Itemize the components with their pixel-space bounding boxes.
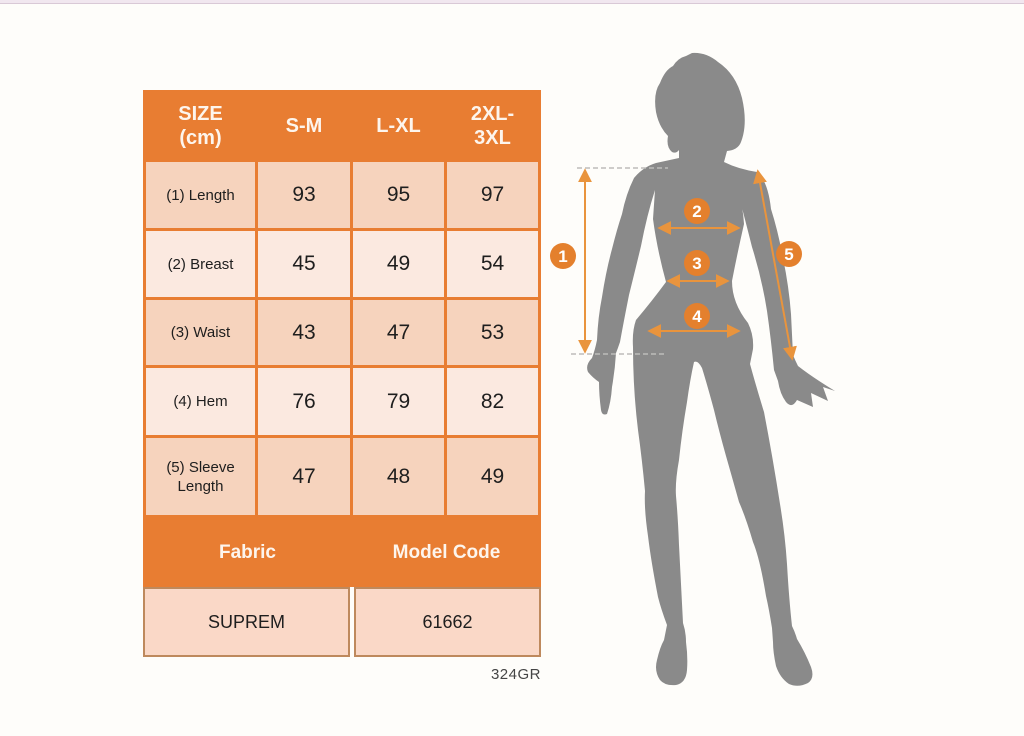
marker-4-label: 4 [692,307,702,326]
value-hem-xxl: 82 [447,368,538,435]
value-breast-sm: 45 [258,231,350,297]
marker-1: 1 [550,243,576,269]
marker-3-label: 3 [692,254,701,273]
marker-3: 3 [684,250,710,276]
value-waist-xxl: 53 [447,300,538,365]
row-label-hem: (4) Hem [146,368,255,435]
value-sleeve-lxl: 48 [353,438,444,515]
header-size-cm: SIZE (cm) [146,93,255,159]
row-label-length: (1) Length [146,162,255,228]
size-table: SIZE (cm) S-M L-XL 2XL- 3XL (1) Length 9… [143,90,541,657]
marker-2-circle [684,198,710,224]
marker-4-circle [684,303,710,329]
value-length-sm: 93 [258,162,350,228]
product-code: 324GR [490,666,541,683]
header-size-line1: SIZE [178,103,223,125]
fabric-model-value-row: SUPREM 61662 [143,587,541,657]
value-length-xxl: 97 [447,162,538,228]
marker-1-label: 1 [558,247,567,266]
marker-5: 5 [776,241,802,267]
marker-1-circle [550,243,576,269]
fabric-header: Fabric [218,541,277,563]
value-waist-lxl: 47 [353,300,444,365]
model-code-value: 61662 [354,587,541,657]
marker-3-circle [684,250,710,276]
fabric-model-header-band: Fabric Model Code [143,518,541,587]
value-hem-sm: 76 [258,368,350,435]
header-xxl-line1: 2XL- [470,103,515,125]
marker-5-circle [776,241,802,267]
header-col-lxl: L-XL [353,93,444,159]
value-breast-xxl: 54 [447,231,538,297]
row-label-breast: (2) Breast [146,231,255,297]
marker-2: 2 [684,198,710,224]
header-xxl-line2: 3XL [474,127,511,149]
fabric-value: SUPREM [143,587,350,657]
value-sleeve-sm: 47 [258,438,350,515]
row-label-waist: (3) Waist [146,300,255,365]
value-waist-sm: 43 [258,300,350,365]
marker-2-label: 2 [692,202,701,221]
value-length-lxl: 95 [353,162,444,228]
value-breast-lxl: 49 [353,231,444,297]
value-hem-lxl: 79 [353,368,444,435]
header-size-line2: (cm) [179,127,222,149]
size-grid: SIZE (cm) S-M L-XL 2XL- 3XL (1) Length 9… [143,90,541,518]
marker-4: 4 [684,303,710,329]
header-col-sm: S-M [258,93,350,159]
sleeve-arrow [753,169,797,361]
measurement-figure: 1 2 3 4 5 [550,52,835,686]
body-silhouette [587,52,835,686]
value-sleeve-xxl: 49 [447,438,538,515]
marker-5-label: 5 [784,245,793,264]
top-border-strip [0,0,1024,4]
model-code-header: Model Code [392,541,501,563]
header-col-2xl3xl: 2XL- 3XL [447,93,538,159]
row-label-sleeve: (5) Sleeve Length [146,438,255,515]
